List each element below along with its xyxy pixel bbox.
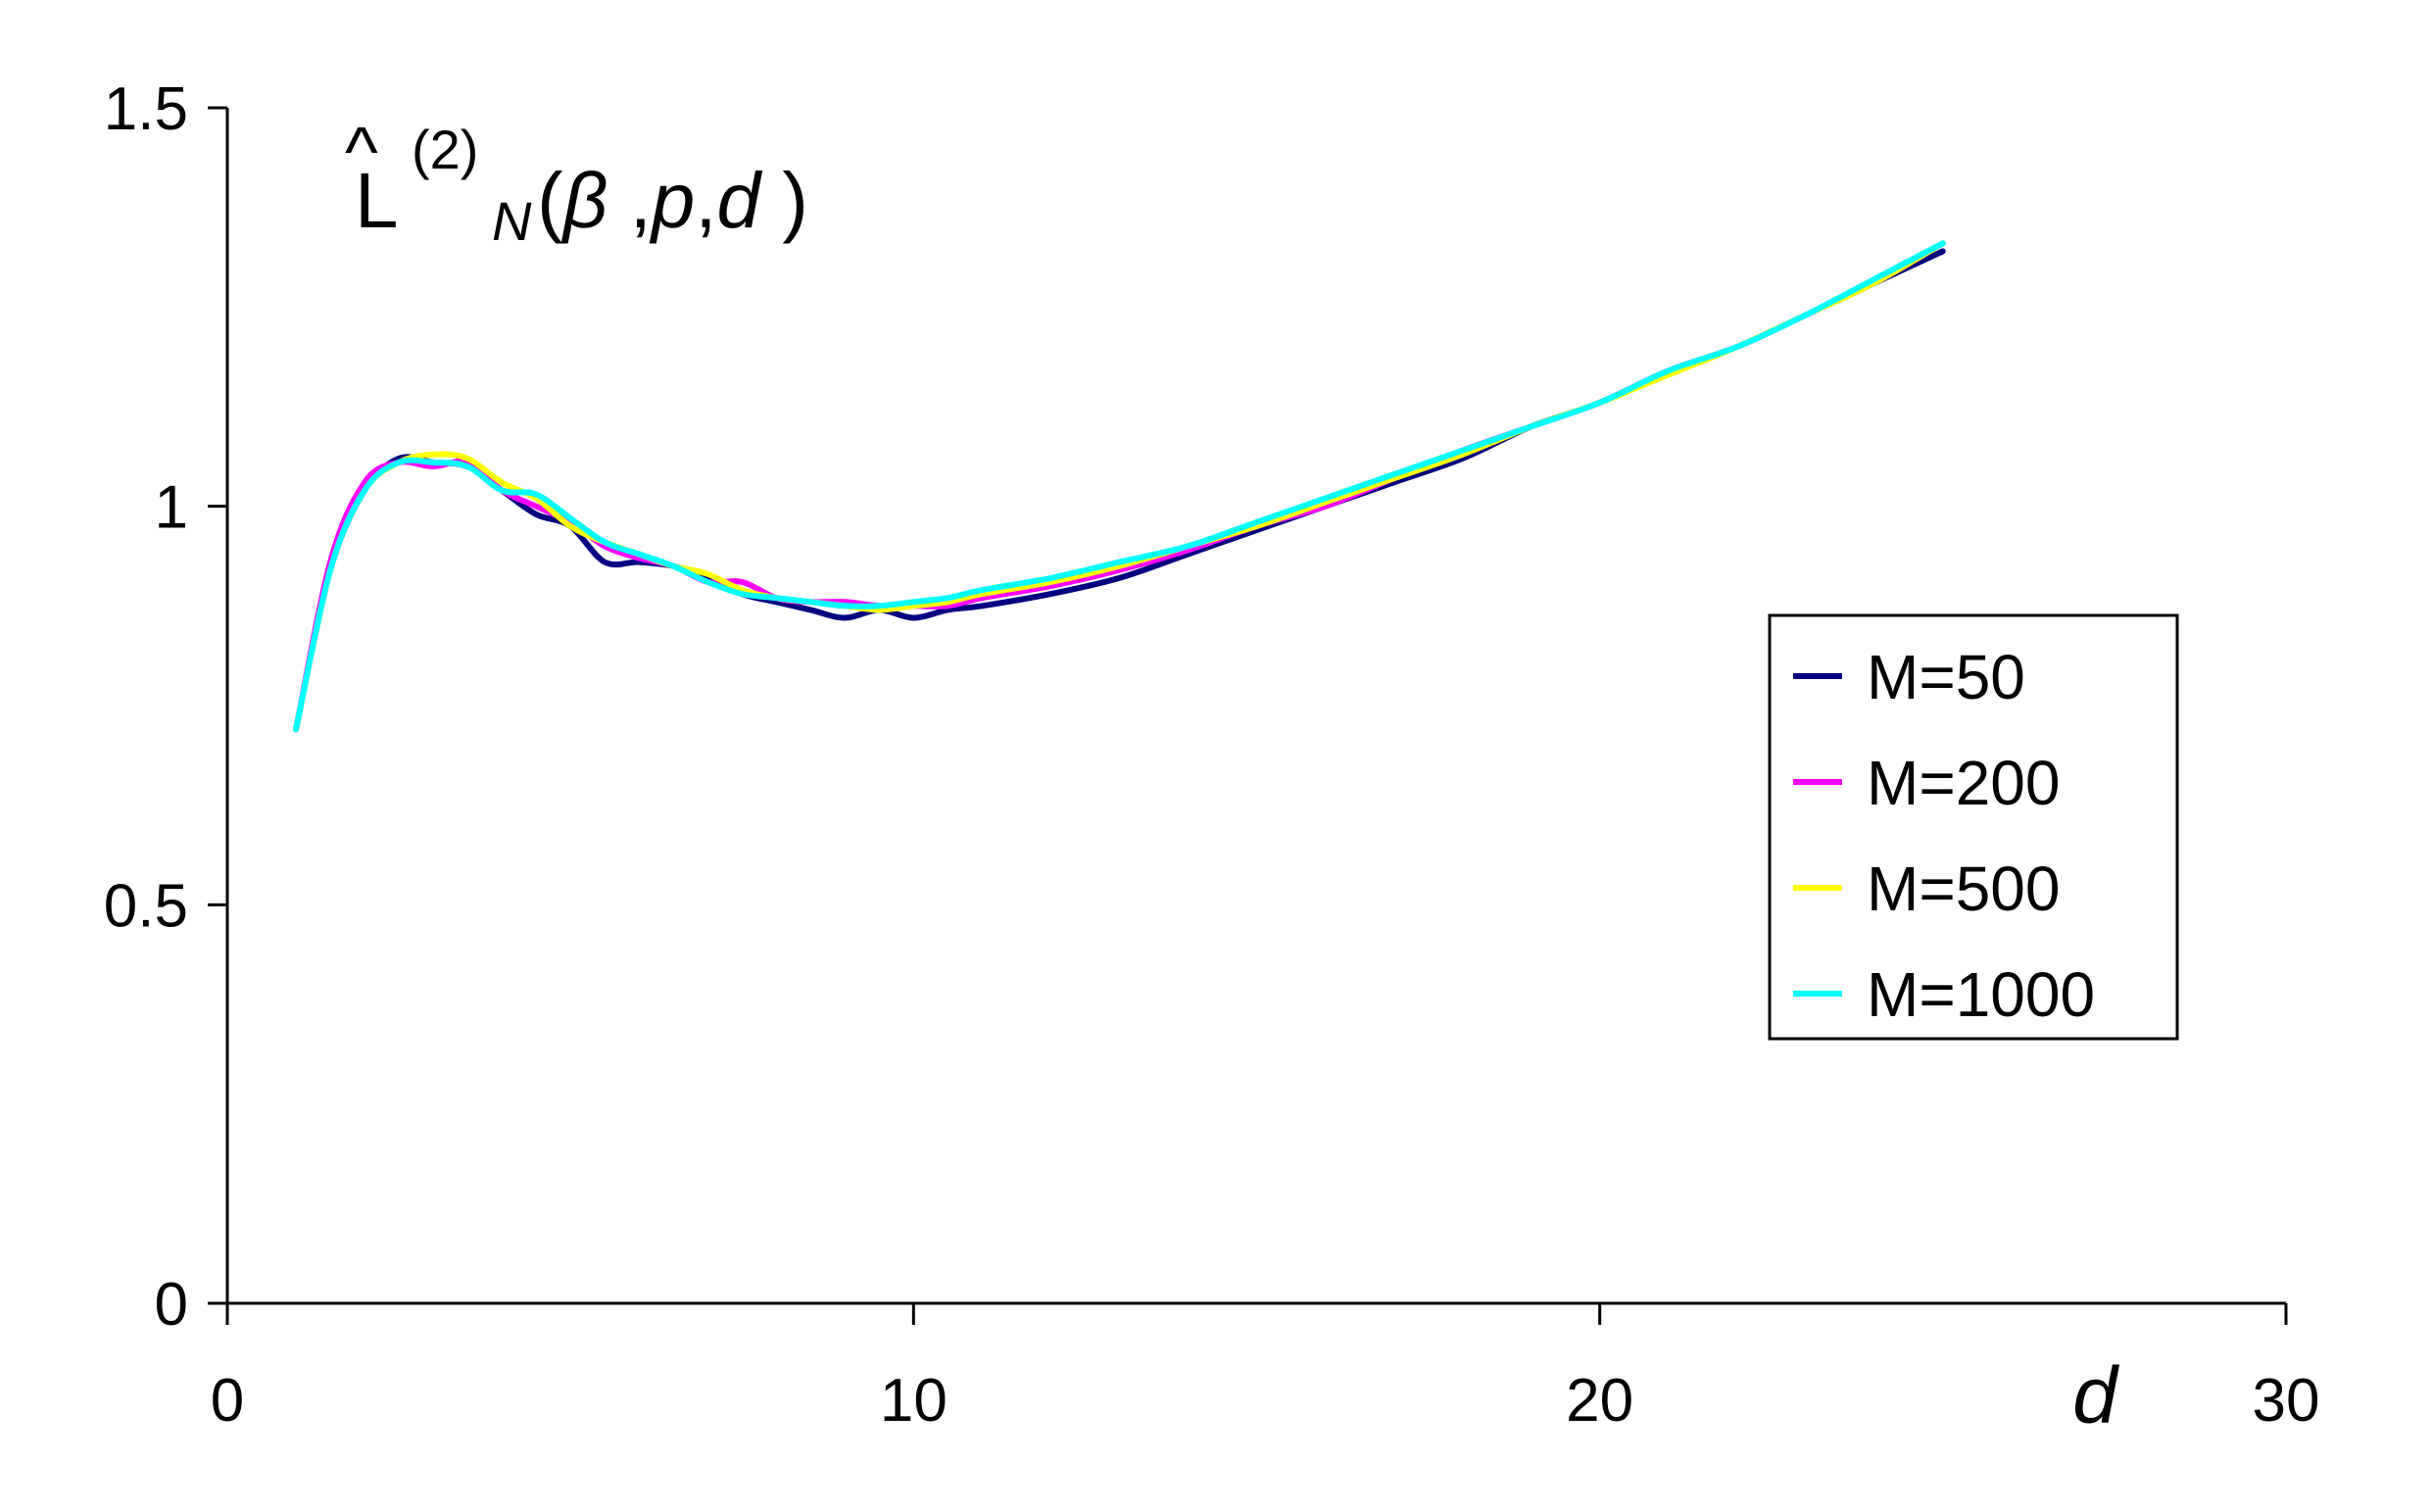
legend: M=50 M=200 M=500 M=1000 bbox=[1768, 613, 2179, 1041]
series-line-m-200 bbox=[293, 240, 1946, 733]
title-main: L bbox=[355, 157, 399, 244]
legend-label: M=50 bbox=[1867, 642, 2025, 712]
title-hat: ^ bbox=[345, 114, 378, 192]
title-comma-1: , bbox=[608, 157, 651, 244]
legend-label: M=500 bbox=[1867, 854, 2060, 924]
x-tick-label: 0 bbox=[211, 1367, 244, 1435]
x-axis-label: d bbox=[2072, 1351, 2119, 1440]
title-sub: N bbox=[492, 190, 532, 252]
chart-title: ^ L (2) N (β ,p,d ) bbox=[345, 114, 808, 252]
title-args: (β ,p,d ) bbox=[537, 157, 808, 244]
y-tick-label: 0.5 bbox=[104, 872, 188, 940]
title-sup: (2) bbox=[412, 119, 478, 180]
title-comma-2: , bbox=[695, 157, 716, 244]
x-tick-label: 20 bbox=[1566, 1367, 1633, 1435]
y-tick-label: 0 bbox=[155, 1271, 188, 1339]
legend-box bbox=[1768, 613, 2179, 1041]
x-tick-label: 30 bbox=[2253, 1367, 2320, 1435]
series-lines bbox=[293, 240, 1946, 733]
series-line-m-50 bbox=[293, 248, 1946, 733]
title-beta: β bbox=[561, 157, 608, 244]
title-p: p bbox=[650, 157, 696, 244]
title-paren-close: ) bbox=[760, 157, 808, 244]
y-tick-label: 1 bbox=[155, 474, 188, 542]
y-tick-label: 1.5 bbox=[104, 75, 188, 143]
legend-label: M=200 bbox=[1867, 748, 2060, 818]
title-paren-open: ( bbox=[537, 157, 563, 244]
series-line-m-1000 bbox=[293, 240, 1946, 733]
title-d: d bbox=[717, 157, 763, 244]
axes: 0 0.5 1 1.5 0 10 20 30 bbox=[104, 75, 2320, 1435]
legend-label: M=1000 bbox=[1867, 959, 2095, 1030]
x-tick-label: 10 bbox=[880, 1367, 948, 1435]
series-line-m-500 bbox=[293, 240, 1946, 733]
